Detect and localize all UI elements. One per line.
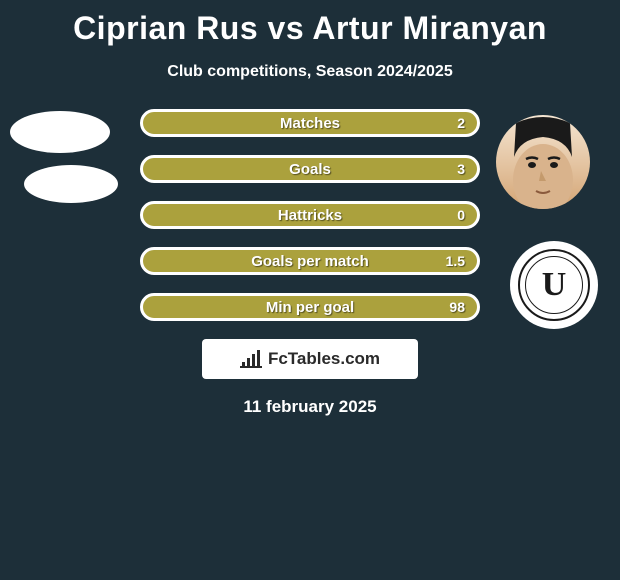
stat-bars: Matches 2 Goals 3 Hattricks 0 Goals per … <box>140 109 480 321</box>
player-2-club-logo: U <box>510 241 598 329</box>
fctables-label: FcTables.com <box>268 349 380 369</box>
stat-label: Hattricks <box>278 207 342 224</box>
comparison-title: Ciprian Rus vs Artur Miranyan <box>0 0 620 47</box>
stat-bar-goals-per-match: Goals per match 1.5 <box>140 247 480 275</box>
stat-value: 3 <box>457 161 465 177</box>
comparison-subtitle: Club competitions, Season 2024/2025 <box>0 63 620 81</box>
stat-value: 2 <box>457 115 465 131</box>
stat-label: Goals per match <box>251 253 369 270</box>
stat-label: Goals <box>289 161 331 178</box>
chart-icon <box>240 350 262 368</box>
club-logo-ring: U <box>518 249 590 321</box>
player-1-avatar-placeholder <box>10 111 110 153</box>
stat-label: Matches <box>280 115 340 132</box>
stat-bar-goals: Goals 3 <box>140 155 480 183</box>
stat-label: Min per goal <box>266 299 354 316</box>
stat-bar-min-per-goal: Min per goal 98 <box>140 293 480 321</box>
fctables-badge[interactable]: FcTables.com <box>202 339 418 379</box>
player-2-avatar <box>496 115 590 209</box>
stat-bar-hattricks: Hattricks 0 <box>140 201 480 229</box>
face-icon <box>496 115 590 209</box>
stat-value: 0 <box>457 207 465 223</box>
comparison-area: U Matches 2 Goals 3 Hattricks 0 Goals pe… <box>0 109 620 417</box>
club-logo-letter: U <box>542 266 567 304</box>
stat-bar-matches: Matches 2 <box>140 109 480 137</box>
stat-value: 98 <box>449 299 465 315</box>
comparison-date: 11 february 2025 <box>0 397 620 417</box>
player-1-club-placeholder <box>24 165 118 203</box>
stat-value: 1.5 <box>446 253 465 269</box>
